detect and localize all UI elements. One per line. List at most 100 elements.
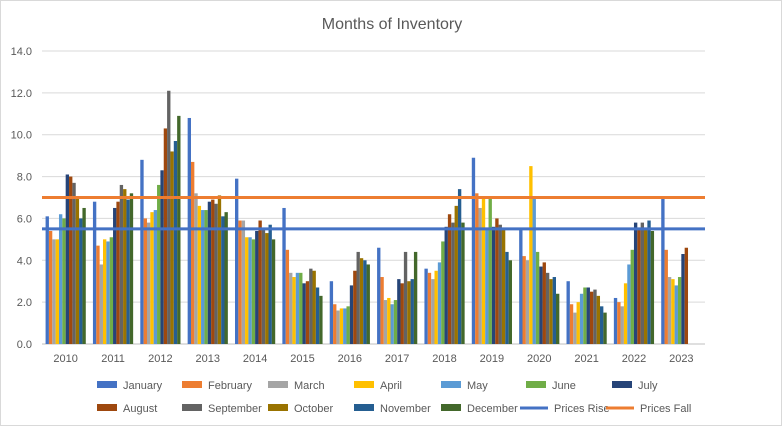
bar <box>556 293 560 344</box>
legend-swatch <box>441 381 461 388</box>
bar <box>329 281 334 344</box>
bar <box>65 174 70 344</box>
bar <box>427 272 432 344</box>
legend-label: Prices Rise <box>554 403 610 415</box>
legend-item-november[interactable]: November <box>354 403 431 415</box>
bar <box>681 254 685 344</box>
legend-item-september[interactable]: September <box>182 403 262 415</box>
bar <box>140 159 144 344</box>
bar <box>221 216 225 344</box>
y-tick-label: 8.0 <box>17 172 32 184</box>
legend-item-february[interactable]: February <box>182 380 253 392</box>
bar <box>535 251 540 344</box>
bar <box>393 300 398 344</box>
bar <box>163 128 168 344</box>
bar <box>146 222 151 344</box>
legend-item-january[interactable]: January <box>97 380 163 392</box>
bar <box>295 272 300 344</box>
bar <box>569 304 574 344</box>
bar <box>79 218 83 344</box>
bar <box>305 281 310 344</box>
bar <box>333 304 337 344</box>
bar <box>315 287 320 344</box>
bar <box>630 249 634 344</box>
bar <box>285 249 290 344</box>
x-tick-label: 2019 <box>480 353 504 365</box>
legend-label: March <box>294 380 325 392</box>
y-axis-tick-labels: 0.0 2.0 4.0 6.0 8.0 10.0 12.0 14.0 <box>11 46 32 351</box>
bar <box>143 218 147 344</box>
legend-item-march[interactable]: March <box>268 380 325 392</box>
legend-label: December <box>467 403 518 415</box>
bar <box>431 279 435 344</box>
legend-item-july[interactable]: July <box>612 380 658 392</box>
series-april <box>55 166 675 344</box>
bar <box>485 228 489 344</box>
bar <box>129 193 134 344</box>
series-february <box>48 161 668 344</box>
legend-item-april[interactable]: April <box>354 380 402 392</box>
series-may <box>58 197 678 344</box>
x-tick-label: 2016 <box>338 353 362 365</box>
bar <box>495 218 499 344</box>
bar <box>336 310 340 344</box>
x-tick-label: 2014 <box>243 353 267 365</box>
bar <box>207 201 212 344</box>
legend-label: August <box>123 403 157 415</box>
bar <box>309 268 313 344</box>
bar <box>271 239 276 344</box>
series-november <box>79 140 651 344</box>
bar <box>235 178 239 344</box>
bar <box>58 214 63 344</box>
legend-item-prices-fall[interactable]: Prices Fall <box>606 403 691 415</box>
legend-item-august[interactable]: August <box>97 403 157 415</box>
legend-item-december[interactable]: December <box>441 403 518 415</box>
bar <box>387 297 391 344</box>
bar <box>525 260 530 344</box>
bar <box>113 207 117 344</box>
series-july <box>65 170 685 344</box>
legend-swatch <box>97 404 117 411</box>
series-august <box>69 128 689 344</box>
bar <box>498 224 502 344</box>
bar <box>52 239 56 344</box>
legend-label: June <box>552 380 576 392</box>
bar <box>674 285 678 344</box>
legend-label: July <box>638 380 658 392</box>
bar <box>481 197 486 344</box>
bar <box>339 308 344 344</box>
bar <box>349 285 354 344</box>
series-september <box>72 90 645 344</box>
y-tick-label: 14.0 <box>11 46 32 58</box>
bar <box>194 193 198 344</box>
bar <box>637 228 641 344</box>
legend-label: May <box>467 380 488 392</box>
bar <box>383 300 388 344</box>
legend-item-may[interactable]: May <box>441 380 488 392</box>
bar <box>664 249 668 344</box>
legend[interactable]: January February March April May June July Augu… <box>97 380 691 415</box>
bar <box>600 306 604 344</box>
bar <box>596 295 601 344</box>
bar <box>461 222 465 344</box>
bar <box>650 230 655 344</box>
legend-item-october[interactable]: October <box>268 403 333 415</box>
series-january <box>45 117 665 344</box>
bar <box>552 277 556 344</box>
bar <box>173 140 178 344</box>
bar <box>187 117 191 344</box>
legend-item-prices-rise[interactable]: Prices Rise <box>520 403 610 415</box>
bar <box>292 277 296 344</box>
bar <box>72 182 76 344</box>
bar <box>251 239 256 344</box>
bar <box>261 228 266 344</box>
bar <box>245 237 249 344</box>
legend-label: Prices Fall <box>640 403 691 415</box>
x-tick-label: 2021 <box>574 353 598 365</box>
legend-swatch <box>354 404 374 411</box>
bar <box>191 161 195 344</box>
legend-item-june[interactable]: June <box>526 380 576 392</box>
bar <box>238 220 242 344</box>
bar <box>217 195 222 344</box>
